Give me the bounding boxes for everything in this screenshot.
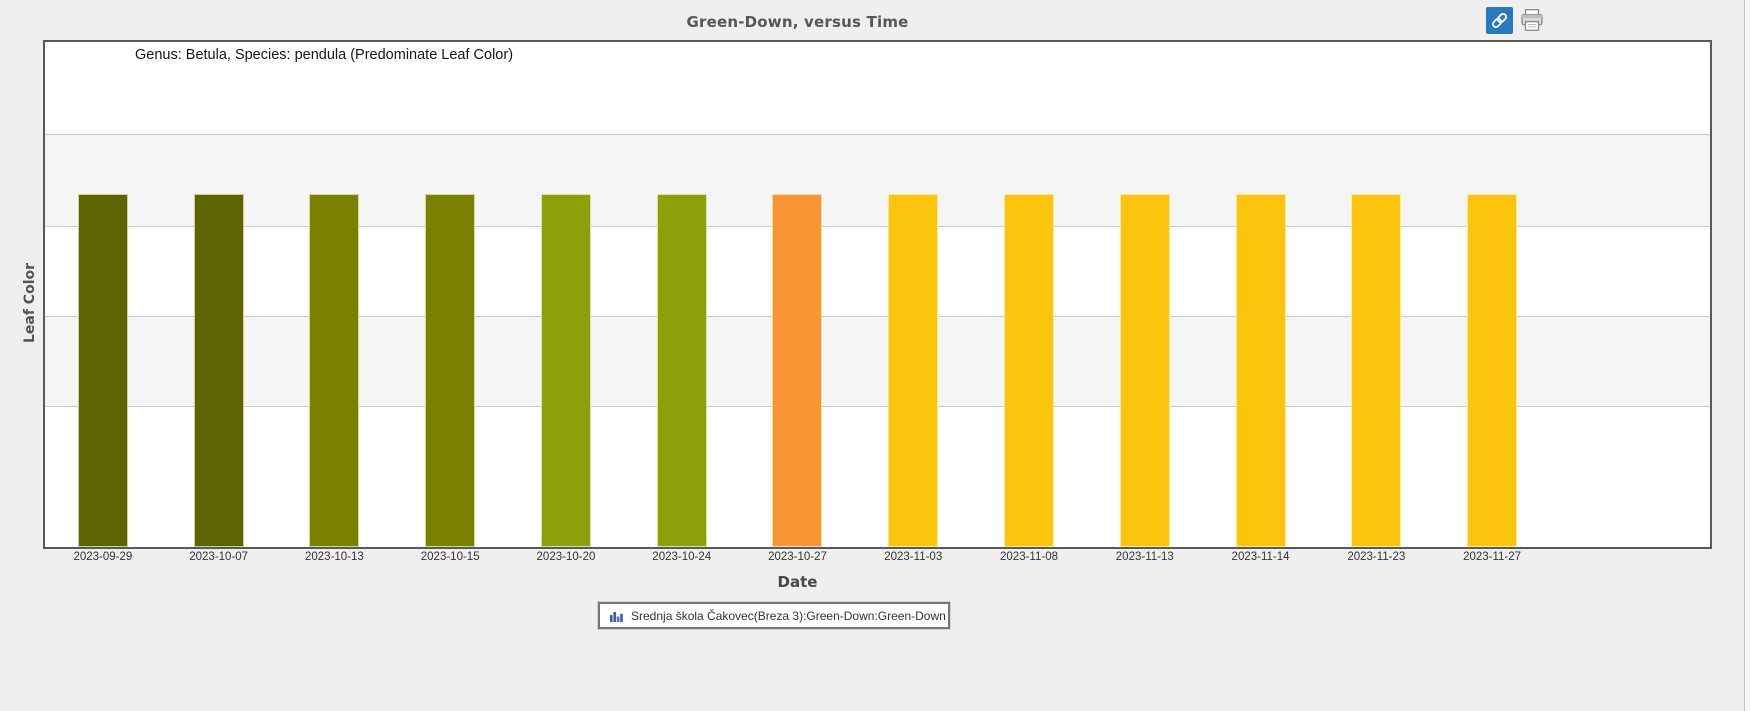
bar-2023-11-23[interactable] — [1351, 194, 1402, 547]
bar-2023-11-14[interactable] — [1235, 194, 1286, 547]
bar-slot — [45, 167, 161, 547]
print-button[interactable] — [1518, 6, 1546, 34]
bar-slot — [624, 167, 740, 547]
legend-item[interactable]: Srednja škola Čakovec(Breza 3):Green-Dow… — [598, 602, 950, 629]
x-tick-label: 2023-11-13 — [1115, 551, 1174, 563]
x-tick-label: 2023-10-07 — [189, 551, 249, 563]
bar-slot — [740, 167, 856, 547]
bar-slot — [855, 167, 971, 547]
page-title: Green-Down, versus Time — [686, 13, 909, 31]
bar-2023-11-08[interactable] — [1004, 194, 1054, 547]
x-tick-label: 2023-11-08 — [1000, 551, 1058, 563]
x-tick-label: 2023-10-20 — [536, 551, 596, 563]
plot-area: Genus: Betula, Species: pendula (Predomi… — [43, 40, 1712, 549]
bar-2023-10-07[interactable] — [193, 194, 244, 547]
bar-2023-10-13[interactable] — [309, 194, 360, 547]
bar-2023-11-13[interactable] — [1119, 194, 1170, 547]
bar-slot — [392, 167, 508, 547]
bar-2023-11-27[interactable] — [1467, 194, 1518, 547]
scrollbar-track[interactable] — [1744, 0, 1751, 711]
grid-line — [45, 316, 1710, 317]
x-tick-label: 2023-09-29 — [73, 551, 133, 563]
bar-2023-10-27[interactable] — [772, 194, 823, 547]
x-axis-ticks: 2023-09-29 2023-10-07 2023-10-13 2023-10-15… — [45, 551, 1550, 563]
x-tick-label: 2023-10-15 — [420, 551, 480, 563]
x-axis-title: Date — [777, 573, 818, 591]
printer-icon — [1519, 7, 1545, 33]
share-link-button[interactable] — [1486, 7, 1513, 34]
bar-slot — [277, 167, 393, 547]
link-icon — [1489, 10, 1510, 31]
grid-line — [45, 134, 1710, 135]
bar-chart-icon — [609, 609, 623, 623]
y-axis-title: Leaf Color — [22, 262, 38, 344]
bar-slot — [971, 167, 1087, 547]
grid-line — [45, 226, 1710, 227]
bar-slot — [161, 167, 277, 547]
plot-subtitle: Genus: Betula, Species: pendula (Predomi… — [135, 47, 514, 63]
bar-2023-11-03[interactable] — [888, 194, 939, 547]
legend-label: Srednja škola Čakovec(Breza 3):Green-Dow… — [631, 608, 946, 623]
x-tick-label: 2023-10-24 — [652, 551, 712, 563]
x-tick-label: 2023-11-23 — [1347, 551, 1406, 563]
x-tick-label: 2023-11-27 — [1463, 551, 1522, 563]
bar-slot — [1203, 167, 1319, 547]
grid-line — [45, 406, 1710, 407]
x-tick-label: 2023-11-14 — [1231, 551, 1290, 563]
bars-layer — [45, 167, 1550, 547]
bar-2023-09-29[interactable] — [77, 194, 128, 547]
bar-slot — [1318, 167, 1434, 547]
bar-2023-10-24[interactable] — [656, 194, 707, 547]
bar-slot — [1087, 167, 1203, 547]
x-tick-label: 2023-11-03 — [884, 551, 943, 563]
bar-2023-10-15[interactable] — [425, 194, 476, 547]
bar-slot — [1434, 167, 1550, 547]
x-tick-label: 2023-10-13 — [305, 551, 364, 563]
bar-2023-10-20[interactable] — [540, 194, 591, 547]
bar-slot — [508, 167, 624, 547]
x-tick-label: 2023-10-27 — [768, 551, 827, 563]
